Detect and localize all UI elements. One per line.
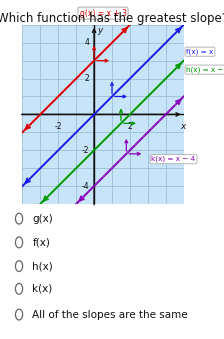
Text: -4: -4 xyxy=(82,182,90,191)
Text: h(x) = x − 2: h(x) = x − 2 xyxy=(186,66,224,73)
Text: -2: -2 xyxy=(82,146,90,155)
Text: 2: 2 xyxy=(127,122,132,131)
Text: y: y xyxy=(97,26,103,35)
Text: 4: 4 xyxy=(85,38,90,47)
Text: Which function has the greatest slope?: Which function has the greatest slope? xyxy=(0,12,224,25)
Text: f(x) = x: f(x) = x xyxy=(186,48,214,55)
Text: k(x): k(x) xyxy=(32,284,53,294)
Text: h(x): h(x) xyxy=(32,261,53,271)
Text: 2: 2 xyxy=(85,74,90,83)
Text: f(x): f(x) xyxy=(32,237,50,247)
Text: k(x) = x − 4: k(x) = x − 4 xyxy=(151,156,196,162)
Text: g(x): g(x) xyxy=(32,214,53,224)
Text: All of the slopes are the same: All of the slopes are the same xyxy=(32,310,188,320)
Text: -2: -2 xyxy=(54,122,62,131)
Text: x: x xyxy=(180,122,185,132)
Text: g(x) = x + 3: g(x) = x + 3 xyxy=(80,8,127,18)
